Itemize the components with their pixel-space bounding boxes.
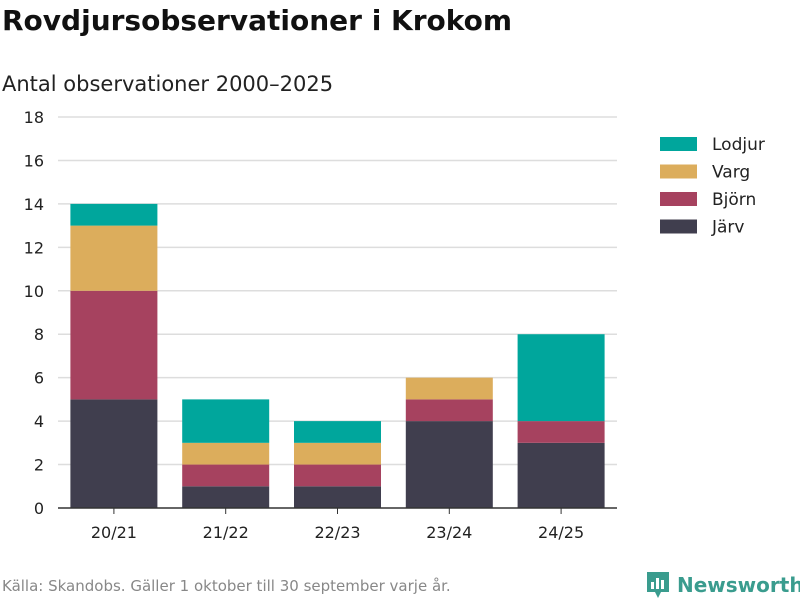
- y-tick-label: 18: [24, 108, 44, 127]
- chart-subtitle: Antal observationer 2000–2025: [2, 72, 334, 96]
- brand-name: Newsworthy: [677, 573, 800, 597]
- chart-title: Rovdjursobservationer i Krokom: [2, 4, 513, 37]
- bar-segment-järv: [182, 486, 270, 508]
- legend-swatch: [660, 164, 697, 179]
- x-tick-label: 20/21: [91, 523, 137, 542]
- y-tick-label: 10: [24, 282, 44, 301]
- bar-segment-järv: [405, 421, 493, 508]
- legend-swatch: [660, 219, 697, 234]
- legend-label: Varg: [712, 163, 750, 183]
- legend-label: Järv: [711, 218, 744, 238]
- source-note: Källa: Skandobs. Gäller 1 oktober till 3…: [2, 577, 451, 595]
- legend-swatch: [660, 137, 697, 151]
- bar-segment-lodjur: [70, 203, 158, 226]
- legend-swatch: [660, 192, 697, 206]
- bar-segment-björn: [405, 399, 493, 422]
- bar-segment-varg: [70, 225, 158, 291]
- x-tick-label: 21/22: [203, 523, 249, 542]
- y-tick-label: 8: [34, 325, 44, 344]
- bar-segment-lodjur: [182, 399, 270, 443]
- bar-segment-björn: [182, 464, 270, 487]
- bar-segment-järv: [70, 399, 158, 508]
- legend-label: Lodjur: [712, 135, 765, 155]
- bar-segment-lodjur: [294, 421, 381, 443]
- bar-segment-björn: [294, 464, 381, 487]
- bar-segment-varg: [405, 377, 493, 400]
- x-tick-label: 24/25: [538, 523, 584, 542]
- x-tick-label: 23/24: [426, 523, 472, 542]
- y-tick-label: 4: [34, 412, 44, 431]
- y-tick-label: 16: [24, 151, 44, 170]
- y-tick-label: 0: [34, 499, 44, 518]
- y-tick-label: 6: [34, 369, 44, 388]
- bar-segment-varg: [294, 442, 381, 465]
- bar-segment-björn: [517, 421, 605, 443]
- newsworthy-logo: Newsworthy: [645, 570, 800, 600]
- bar-segment-lodjur: [517, 334, 605, 422]
- y-tick-label: 14: [24, 195, 44, 214]
- bar-segment-järv: [294, 486, 381, 508]
- legend-label: Björn: [712, 190, 756, 210]
- bar-segment-varg: [182, 442, 270, 465]
- x-tick-label: 22/23: [314, 523, 360, 542]
- bar-segment-järv: [517, 442, 605, 508]
- y-tick-label: 2: [34, 456, 44, 475]
- newsworthy-logo-icon: [647, 572, 669, 598]
- bar-segment-björn: [70, 290, 158, 400]
- y-tick-label: 12: [24, 238, 44, 257]
